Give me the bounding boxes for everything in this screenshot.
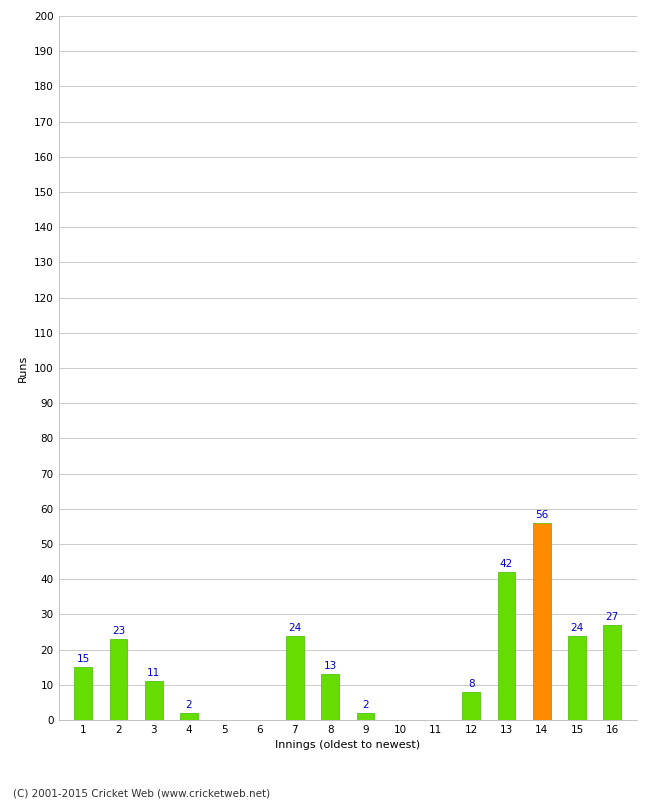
- Text: 8: 8: [468, 679, 474, 689]
- Bar: [321, 674, 339, 720]
- Bar: [110, 639, 127, 720]
- Bar: [357, 713, 374, 720]
- Bar: [603, 625, 621, 720]
- Bar: [462, 692, 480, 720]
- X-axis label: Innings (oldest to newest): Innings (oldest to newest): [275, 741, 421, 750]
- Text: 15: 15: [77, 654, 90, 664]
- Text: 2: 2: [186, 700, 192, 710]
- Bar: [74, 667, 92, 720]
- Text: 24: 24: [571, 622, 584, 633]
- Text: 24: 24: [288, 622, 302, 633]
- Bar: [498, 572, 515, 720]
- Text: 27: 27: [606, 612, 619, 622]
- Text: (C) 2001-2015 Cricket Web (www.cricketweb.net): (C) 2001-2015 Cricket Web (www.cricketwe…: [13, 788, 270, 798]
- Bar: [568, 635, 586, 720]
- Text: 13: 13: [324, 662, 337, 671]
- Bar: [180, 713, 198, 720]
- Bar: [286, 635, 304, 720]
- Text: 42: 42: [500, 559, 513, 570]
- Bar: [145, 682, 162, 720]
- Text: 56: 56: [535, 510, 549, 520]
- Y-axis label: Runs: Runs: [18, 354, 29, 382]
- Text: 23: 23: [112, 626, 125, 636]
- Text: 2: 2: [362, 700, 369, 710]
- Text: 11: 11: [147, 669, 161, 678]
- Bar: [533, 523, 551, 720]
